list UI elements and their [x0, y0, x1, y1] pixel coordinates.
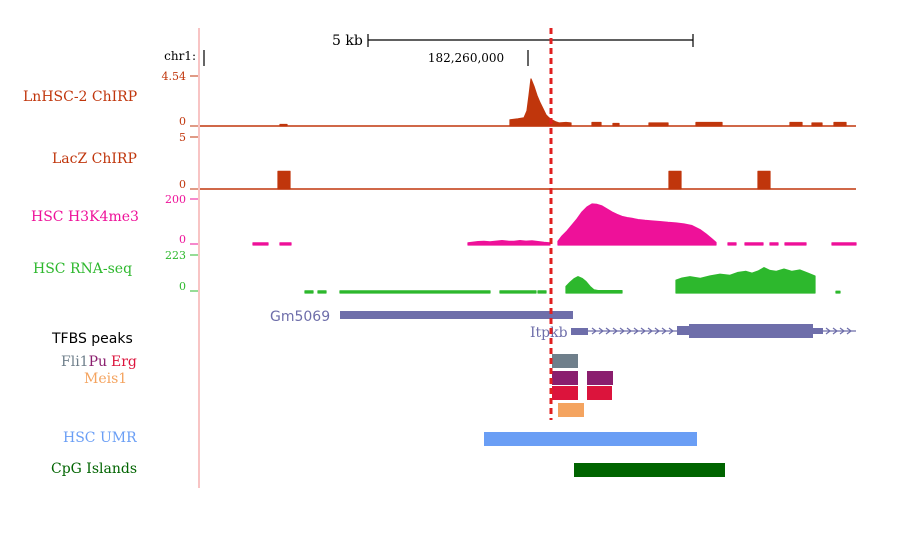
tfbs-peak-meis1: [558, 403, 584, 417]
track-max-value-1: 4.54: [162, 70, 187, 83]
strand-arrow-12: [668, 327, 674, 335]
track-min-value-2: 0: [179, 178, 186, 191]
track-min-value-3: 0: [179, 233, 186, 246]
coordinate-label: 182,260,000: [428, 51, 504, 65]
track-label-3: HSC H3K4me3: [31, 209, 139, 225]
track-max-value-4: 223: [165, 249, 186, 262]
signal-peak-1-7: [789, 121, 803, 127]
scale-bar: 5 kb: [332, 33, 694, 49]
signal-peak-1-8: [811, 122, 823, 127]
signal-peak-4-8: [835, 290, 841, 294]
strand-arrow-13: [825, 327, 831, 335]
signal-peak-3-3: [467, 240, 551, 246]
gene-exon-2-itpkb: [677, 326, 690, 335]
cpg-track-label: CpG Islands: [51, 461, 137, 477]
track-max-value-2: 5: [179, 131, 186, 144]
umr-track-label: HSC UMR: [63, 430, 137, 446]
tfbs-legend-erg: Erg: [111, 354, 137, 370]
strand-arrow-11: [661, 327, 667, 335]
region-tracks: HSC UMR CpG Islands: [51, 430, 725, 477]
tfbs-peak-pu-1: [552, 371, 578, 385]
strand-arrow-3: [605, 327, 611, 335]
gene-exon-4-itpkb: [813, 328, 823, 334]
scale-bar-label: 5 kb: [332, 33, 363, 49]
signal-peak-3-5: [727, 242, 737, 246]
signal-peak-3-2: [279, 242, 292, 246]
strand-arrow-8: [640, 327, 646, 335]
signal-peak-1-9: [833, 121, 847, 127]
cpg-island-region: [574, 463, 725, 477]
signal-peak-3-4: [557, 203, 717, 246]
signal-peak-4-2: [317, 290, 327, 294]
track-max-value-3: 200: [165, 193, 186, 206]
signal-peak-4-6: [565, 276, 623, 294]
tfbs-track: TFBS peaks Fli1Pu Erg Meis1: [51, 331, 613, 417]
gene-track: Gm5069 Itpkb: [270, 309, 856, 341]
track-2: LacZ ChIRP 5 0: [52, 131, 856, 191]
signal-peak-4-3: [339, 290, 491, 294]
gene-body-gm5069: [340, 311, 573, 319]
signal-peak-1-4: [612, 122, 620, 127]
signal-peak-2-2: [668, 170, 682, 190]
signal-peak-4-5: [537, 290, 547, 294]
tfbs-legend-meis1: Meis1: [84, 371, 127, 387]
signal-peak-1-6: [695, 121, 723, 127]
gene-exon-3-itpkb: [689, 324, 813, 338]
signal-peak-1-5: [648, 122, 669, 127]
strand-arrow-9: [647, 327, 653, 335]
track-label-2: LacZ ChIRP: [52, 151, 137, 167]
signal-peak-3-9: [831, 242, 857, 246]
gene-exon-1-itpkb: [571, 328, 588, 335]
signal-peak-4-1: [304, 290, 314, 294]
umr-region: [484, 432, 697, 446]
strand-arrow-15: [839, 327, 845, 335]
track-label-4: HSC RNA-seq: [33, 261, 132, 277]
track-3: HSC H3K4me3 200 0: [31, 193, 857, 246]
tfbs-peak-erg-2: [587, 386, 612, 400]
signal-peak-2-3: [757, 170, 771, 190]
chromosome-label: chr1:: [164, 49, 196, 63]
tfbs-legend-fli1: Fli1: [61, 354, 89, 370]
signal-peak-4-4: [499, 290, 537, 294]
signal-peak-1-1: [279, 123, 288, 127]
strand-arrow-5: [619, 327, 625, 335]
signal-peak-3-8: [784, 242, 807, 246]
strand-arrow-14: [832, 327, 838, 335]
tfbs-legend-labels: Fli1Pu Erg: [61, 354, 137, 370]
strand-arrow-4: [612, 327, 618, 335]
track-1: LnHSC-2 ChIRP 4.54 0: [23, 70, 856, 128]
signal-peak-3-7: [769, 242, 779, 246]
tfbs-peak-fli1: [552, 354, 578, 368]
track-min-value-1: 0: [179, 115, 186, 128]
signal-peak-1-2: [509, 78, 572, 127]
tfbs-track-title: TFBS peaks: [51, 331, 133, 347]
position-ruler: chr1: 182,260,000: [164, 49, 529, 66]
signal-peak-4-7: [675, 267, 816, 294]
strand-arrows-itpkb: [591, 327, 852, 335]
strand-arrow-16: [846, 327, 852, 335]
strand-arrow-10: [654, 327, 660, 335]
gene-label-itpkb: Itpkb: [530, 325, 568, 341]
strand-arrow-1: [591, 327, 597, 335]
strand-arrow-2: [598, 327, 604, 335]
strand-arrow-6: [626, 327, 632, 335]
signal-peak-3-1: [252, 242, 269, 246]
signal-peak-1-3: [591, 121, 602, 127]
track-label-1: LnHSC-2 ChIRP: [23, 89, 137, 105]
track-4: HSC RNA-seq 223 0: [33, 249, 841, 294]
signal-peak-2-1: [277, 170, 291, 190]
tfbs-peak-erg-1: [552, 386, 578, 400]
tfbs-legend-pu: Pu: [89, 354, 107, 370]
tfbs-peak-pu-2: [587, 371, 613, 385]
signal-peak-3-6: [744, 242, 764, 246]
strand-arrow-7: [633, 327, 639, 335]
track-min-value-4: 0: [179, 280, 186, 293]
gene-label-gm5069: Gm5069: [270, 309, 330, 325]
